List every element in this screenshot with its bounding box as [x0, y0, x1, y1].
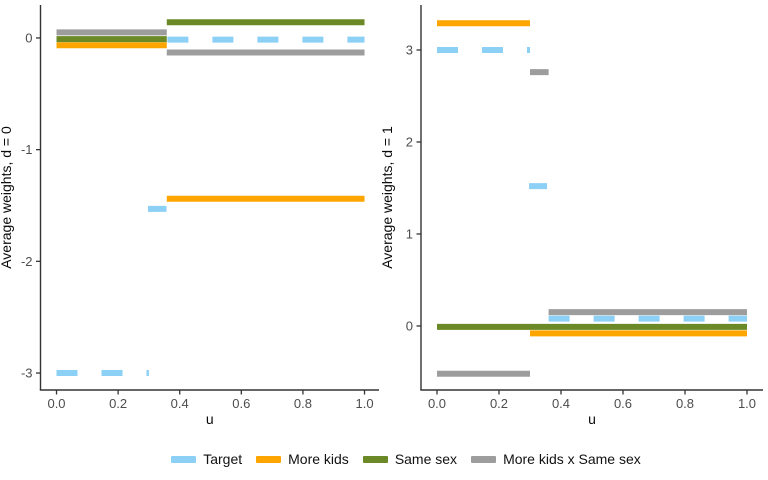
legend-item-target: Target	[171, 451, 242, 467]
legend-item-more-kids-x-same-sex: More kids x Same sex	[471, 451, 641, 467]
x-axis-title: u	[206, 411, 214, 427]
legend-swatch-more-kids-x-same-sex	[471, 455, 497, 463]
x-tick-label: 0.2	[109, 396, 127, 411]
x-axis-title: u	[588, 411, 596, 427]
chart-canvas: 0.0 0.2 0.4 0.6 0.8 1.0 0 -1 -2 -3 u Average weight…	[0, 5, 763, 427]
y-tick-label: 3	[406, 42, 413, 57]
x-tick-label: 0.6	[614, 396, 632, 411]
y-tick-label: 0	[25, 30, 32, 45]
y-tick-label: -3	[21, 366, 33, 381]
legend-label-more-kids-x-same-sex: More kids x Same sex	[503, 451, 641, 467]
legend-swatch-target	[171, 455, 197, 463]
x-tick-label: 0.8	[294, 396, 312, 411]
y-tick-label: 0	[406, 318, 413, 333]
legend-row: Target More kids Same sex More kids x Same …	[171, 451, 641, 467]
x-tick-label: 1.0	[738, 396, 756, 411]
x-tick-label: 0.2	[490, 396, 508, 411]
x-tick-label: 0.0	[428, 396, 446, 411]
y-tick-label: 1	[406, 226, 413, 241]
x-tick-label: 0.0	[47, 396, 65, 411]
x-tick-label: 0.4	[171, 396, 189, 411]
y-tick-label: -2	[21, 254, 33, 269]
x-tick-label: 0.4	[552, 396, 570, 411]
legend-swatch-same-sex	[362, 455, 388, 463]
legend: Target More kids Same sex More kids x Same …	[0, 444, 768, 474]
legend-item-same-sex: Same sex	[362, 451, 458, 467]
legend-label-target: Target	[203, 451, 243, 467]
y-tick-label: 2	[406, 134, 413, 149]
legend-item-more-kids: More kids	[256, 451, 349, 467]
y-axis-title: Average weights, d = 1	[379, 126, 395, 269]
y-axis-title: Average weights, d = 0	[0, 126, 14, 269]
x-tick-label: 1.0	[355, 396, 373, 411]
legend-swatch-more-kids	[256, 455, 282, 463]
x-tick-label: 0.8	[676, 396, 694, 411]
x-tick-label: 0.6	[232, 396, 250, 411]
legend-label-more-kids: More kids	[288, 451, 349, 467]
y-tick-label: -1	[21, 142, 33, 157]
legend-label-same-sex: Same sex	[394, 451, 458, 467]
